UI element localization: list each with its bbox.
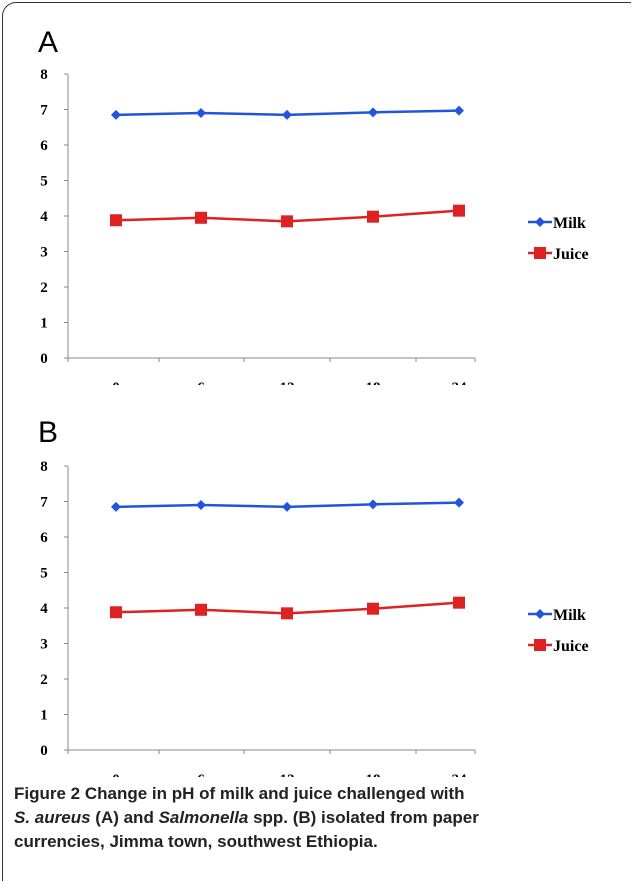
chart-a-ytick-label: 2	[40, 280, 48, 296]
chart-b-ytick-label: 6	[40, 530, 48, 546]
chart-b-xtick-label: 12	[280, 772, 295, 777]
chart-b-legend-juice-label: Juice	[553, 638, 589, 655]
chart-b-point-juice	[453, 596, 465, 609]
chart-b-point-milk	[454, 497, 464, 508]
chart-b-point-juice	[110, 606, 122, 619]
chart-a-point-milk	[196, 108, 206, 119]
chart-a-legend-milk-label: Milk	[553, 215, 586, 232]
chart-a-point-milk	[282, 109, 292, 120]
chart-b: 01234567806121824MilkJuice	[40, 459, 589, 777]
chart-b-xtick-label: 0	[112, 772, 120, 777]
chart-a-ytick-label: 0	[40, 351, 48, 367]
caption-species-2: Salmonella	[158, 808, 249, 827]
chart-a-legend-milk-marker	[535, 217, 545, 227]
chart-b-ytick-label: 1	[40, 708, 48, 724]
chart-b-legend-milk-marker	[535, 609, 545, 619]
caption-text-1: Change in pH of milk and juice challenge…	[84, 784, 465, 803]
chart-a-point-juice	[195, 211, 207, 224]
chart-b-point-juice	[281, 607, 293, 620]
chart-b-xtick-label: 24	[452, 772, 468, 777]
chart-a-ytick-label: 5	[40, 174, 48, 190]
chart-b-ytick-label: 5	[40, 566, 48, 582]
chart-a-ytick-label: 7	[40, 103, 48, 119]
chart-b-legend-milk-label: Milk	[553, 607, 586, 624]
chart-a-xtick-label: 12	[280, 380, 295, 385]
chart-a-point-milk	[368, 107, 378, 118]
chart-b-legend-juice-marker	[534, 639, 546, 651]
panel-label-b: B	[38, 416, 59, 449]
chart-a-point-milk	[111, 109, 121, 120]
chart-a-ytick-label: 8	[40, 67, 48, 83]
caption-species-1: S. aureus	[14, 808, 91, 827]
chart-b-point-milk	[111, 501, 121, 512]
caption-text-2b: spp. (B) isolated from paper	[253, 808, 479, 827]
chart-a-point-milk	[454, 105, 464, 116]
caption-figure-label: Figure 2	[14, 784, 81, 803]
chart-a-legend-juice-label: Juice	[553, 246, 589, 263]
chart-b-point-milk	[196, 500, 206, 511]
chart-b-xtick-label: 6	[197, 772, 205, 777]
chart-a-point-juice	[453, 204, 465, 217]
panel-label-a: A	[38, 26, 59, 59]
chart-a-point-juice	[367, 210, 379, 223]
chart-a-ytick-label: 6	[40, 138, 48, 154]
chart-a-legend-juice-marker	[534, 247, 546, 259]
chart-b-point-milk	[282, 501, 292, 512]
chart-a-xtick-label: 0	[112, 380, 120, 385]
chart-b-xtick-label: 18	[366, 772, 381, 777]
caption-line-3: currencies, Jimma town, southwest Ethiop…	[14, 832, 378, 851]
figure-caption: Figure 2 Change in pH of milk and juice …	[14, 782, 614, 854]
chart-b-ytick-label: 7	[40, 495, 48, 511]
chart-a-ytick-label: 3	[40, 245, 48, 261]
chart-a-ytick-label: 4	[40, 209, 48, 225]
chart-b-ytick-label: 0	[40, 743, 48, 759]
chart-b-ytick-label: 4	[40, 601, 48, 617]
chart-a-point-juice	[281, 215, 293, 228]
caption-line-2: S. aureus (A) and Salmonella spp. (B) is…	[14, 806, 614, 830]
chart-b-point-milk	[368, 499, 378, 510]
chart-a-ytick-label: 1	[40, 316, 48, 332]
caption-text-2a: (A) and	[95, 808, 154, 827]
caption-line-1: Figure 2 Change in pH of milk and juice …	[14, 782, 614, 806]
chart-b-ytick-label: 3	[40, 637, 48, 653]
chart-a-xtick-label: 24	[452, 380, 468, 385]
chart-a: 01234567806121824MilkJuice	[40, 67, 589, 385]
chart-a-xtick-label: 18	[366, 380, 381, 385]
chart-b-point-juice	[195, 603, 207, 616]
chart-a-point-juice	[110, 214, 122, 227]
chart-b-ytick-label: 8	[40, 459, 48, 475]
chart-b-point-juice	[367, 602, 379, 615]
chart-a-xtick-label: 6	[197, 380, 205, 385]
chart-b-ytick-label: 2	[40, 672, 48, 688]
